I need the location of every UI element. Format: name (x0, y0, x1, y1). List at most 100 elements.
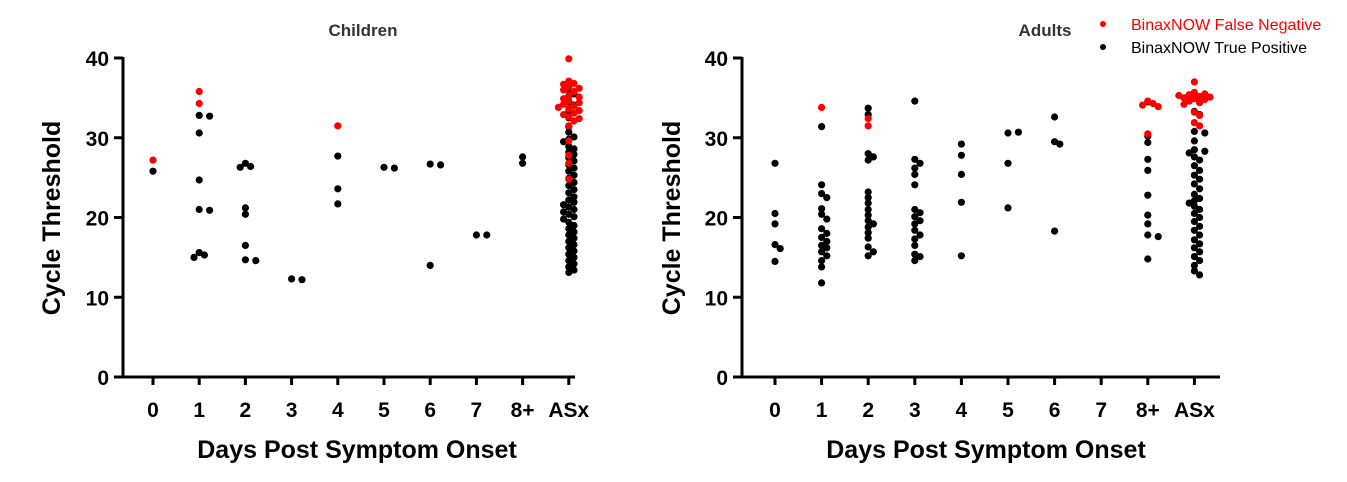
point-true-positive (818, 233, 826, 241)
point-true-positive (1051, 113, 1059, 121)
point-false-negative (575, 93, 583, 101)
point-true-positive (957, 151, 966, 159)
point-true-positive (241, 210, 249, 218)
point-true-positive (864, 234, 872, 242)
point-false-negative (1190, 78, 1198, 86)
point-true-positive (911, 257, 919, 265)
point-true-positive (565, 237, 573, 245)
point-false-negative (565, 175, 573, 183)
point-true-positive (334, 200, 342, 208)
point-false-negative (1185, 97, 1193, 105)
x-tick-label: 7 (471, 399, 483, 422)
point-true-positive (570, 171, 578, 179)
point-true-positive (916, 209, 924, 217)
point-true-positive (1004, 129, 1012, 137)
point-true-positive (869, 153, 878, 161)
point-true-positive (1190, 137, 1198, 145)
point-true-positive (916, 159, 924, 167)
point-true-positive (864, 199, 872, 207)
point-true-positive (1144, 138, 1152, 147)
y-tick-label: 10 (86, 287, 109, 310)
point-false-negative (1196, 99, 1204, 107)
x-tick-label: 3 (909, 399, 921, 422)
point-false-negative (565, 151, 573, 159)
point-true-positive (1190, 209, 1198, 218)
point-true-positive (1196, 231, 1204, 239)
point-true-positive (200, 251, 208, 259)
point-true-positive (1190, 253, 1198, 261)
point-false-negative (195, 99, 203, 108)
x-tick-label: 0 (147, 399, 159, 422)
point-true-positive (288, 275, 296, 283)
point-true-positive (334, 152, 342, 160)
point-true-positive (818, 263, 826, 271)
point-false-negative (565, 83, 573, 91)
point-true-positive (911, 170, 919, 178)
x-tick-label: ASx (548, 399, 589, 422)
point-true-positive (565, 218, 573, 226)
point-true-positive (957, 140, 966, 148)
point-true-positive (818, 248, 826, 256)
point-true-positive (241, 159, 249, 167)
point-true-positive (1190, 226, 1198, 234)
point-false-negative (149, 156, 157, 164)
point-true-positive (771, 220, 779, 228)
point-true-positive (570, 260, 578, 268)
point-false-negative (570, 87, 578, 96)
point-true-positive (570, 193, 578, 201)
point-true-positive (823, 244, 831, 252)
point-true-positive (916, 231, 924, 239)
point-true-positive (864, 194, 872, 202)
point-true-positive (1190, 153, 1198, 161)
x-tick-label: 0 (769, 399, 781, 422)
x-axis-label: Days Post Symptom Onset (826, 436, 1146, 464)
point-true-positive (916, 253, 924, 261)
point-false-negative (1185, 91, 1193, 99)
point-true-positive (195, 205, 203, 214)
point-false-negative (570, 79, 578, 88)
point-false-negative (1144, 130, 1152, 138)
point-true-positive (818, 205, 826, 213)
point-true-positive (519, 159, 527, 167)
point-true-positive (241, 204, 249, 212)
point-true-positive (565, 167, 573, 175)
point-true-positive (818, 225, 826, 233)
point-true-positive (570, 253, 578, 261)
x-tick-label: 8+ (511, 399, 535, 422)
point-false-negative (195, 87, 203, 96)
point-true-positive (380, 163, 388, 171)
y-tick-label: 10 (705, 287, 728, 310)
point-false-negative (818, 103, 826, 111)
point-true-positive (565, 250, 573, 258)
point-true-positive (1196, 213, 1204, 222)
y-tick-label: 20 (86, 208, 109, 231)
point-true-positive (864, 205, 872, 214)
x-tick-label: 1 (816, 399, 828, 422)
point-true-positive (1144, 155, 1152, 163)
point-true-positive (247, 162, 255, 171)
point-true-positive (864, 150, 872, 158)
point-true-positive (823, 194, 831, 202)
x-tick-label: 6 (1049, 399, 1061, 422)
point-true-positive (1144, 220, 1152, 228)
point-true-positive (911, 155, 919, 163)
point-true-positive (1190, 162, 1198, 170)
point-true-positive (437, 161, 445, 169)
point-false-negative (864, 122, 872, 130)
point-true-positive (519, 153, 527, 161)
point-true-positive (565, 268, 573, 277)
point-true-positive (206, 112, 214, 120)
point-false-negative (565, 91, 573, 100)
point-true-positive (864, 252, 872, 260)
point-true-positive (1185, 149, 1193, 157)
point-true-positive (483, 231, 491, 239)
point-true-positive (864, 243, 872, 251)
point-true-positive (1196, 240, 1204, 248)
y-tick-label: 30 (86, 128, 109, 151)
point-true-positive (565, 189, 573, 197)
point-true-positive (472, 231, 480, 239)
point-true-positive (1014, 128, 1023, 136)
point-false-negative (334, 122, 342, 130)
point-true-positive (823, 229, 831, 237)
chart-title: Children (329, 21, 398, 40)
